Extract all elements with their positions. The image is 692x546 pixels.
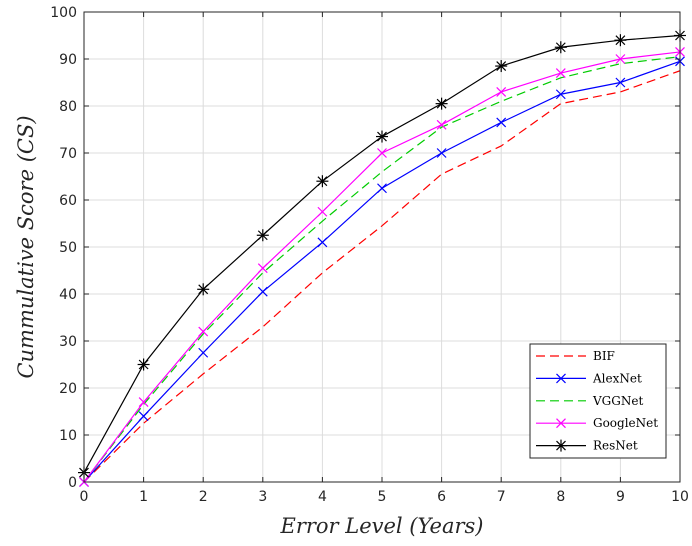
data-point-alexnet — [257, 286, 268, 297]
data-point-alexnet — [615, 77, 626, 88]
data-point-googlenet — [496, 86, 507, 97]
y-tick-label: 0 — [68, 475, 77, 491]
y-tick-label: 60 — [59, 193, 77, 209]
data-point-alexnet — [138, 411, 149, 422]
y-tick-label: 80 — [59, 99, 77, 115]
legend-label-googlenet: GoogleNet — [593, 416, 658, 430]
x-tick-label: 5 — [378, 489, 387, 505]
y-tick-label: 70 — [59, 146, 77, 162]
series-resnet — [78, 29, 686, 479]
data-point-googlenet — [555, 68, 566, 79]
x-tick-label: 10 — [671, 489, 689, 505]
data-point-googlenet — [257, 263, 268, 274]
y-tick-label: 50 — [59, 240, 77, 256]
data-point-alexnet — [496, 117, 507, 128]
series-bif — [83, 70, 681, 483]
data-point-alexnet — [317, 237, 328, 248]
data-point-googlenet — [377, 148, 387, 158]
data-point-googlenet — [138, 397, 149, 408]
y-tick-label: 30 — [59, 334, 77, 350]
legend-label-alexnet: AlexNet — [592, 371, 642, 385]
series-line-bif — [83, 70, 681, 483]
legend-marker-googlenet — [556, 418, 566, 429]
legend: BIF AlexNet VGGNet GoogleNet ResNet — [529, 343, 667, 459]
y-tick-label: 90 — [59, 52, 77, 68]
x-tick-label: 8 — [556, 489, 565, 505]
legend-label-resnet: ResNet — [593, 439, 638, 453]
legend-label-bif: BIF — [593, 349, 615, 363]
x-tick-label: 2 — [199, 489, 208, 505]
data-point-alexnet — [198, 347, 209, 358]
y-axis-label: Cummulative Score (CS) — [14, 115, 38, 378]
x-tick-label: 9 — [616, 489, 625, 505]
y-tick-label: 20 — [59, 381, 77, 397]
data-point-alexnet — [555, 89, 566, 100]
x-tick-label: 1 — [139, 489, 148, 505]
data-point-alexnet — [377, 183, 387, 194]
y-tick-label: 40 — [59, 287, 77, 303]
series-line-vggnet — [83, 56, 681, 483]
x-tick-label: 7 — [497, 489, 506, 505]
data-point-googlenet — [198, 326, 209, 337]
x-axis-label: Error Level (Years) — [279, 514, 483, 538]
data-point-googlenet — [317, 206, 328, 217]
legend-label-vggnet: VGGNet — [592, 394, 643, 408]
x-tick-label: 6 — [437, 489, 446, 505]
data-point-googlenet — [436, 119, 447, 130]
x-tick-label: 4 — [318, 489, 327, 505]
series-googlenet — [79, 47, 685, 487]
x-tick-label: 0 — [80, 489, 89, 505]
data-point-alexnet — [436, 148, 447, 158]
legend-marker-alexnet — [556, 373, 566, 384]
y-tick-label: 100 — [50, 5, 77, 21]
x-tick-label: 3 — [258, 489, 267, 505]
y-tick-label: 10 — [59, 428, 77, 444]
series-vggnet — [83, 56, 681, 483]
data-point-googlenet — [615, 54, 626, 64]
series-layer — [78, 29, 686, 487]
